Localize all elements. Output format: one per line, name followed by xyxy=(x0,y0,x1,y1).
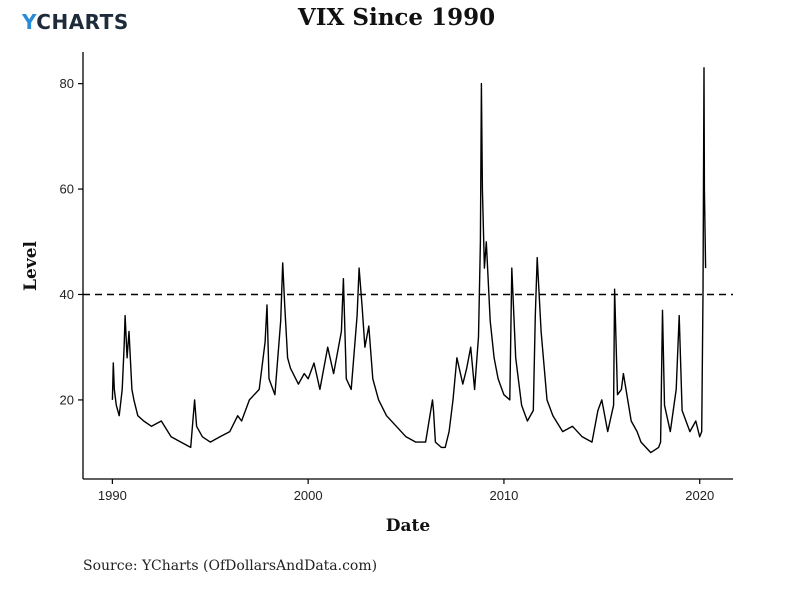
y-tick-label: 80 xyxy=(60,76,74,91)
x-axis-ticks: 1990 2000 2010 2020 xyxy=(98,479,714,503)
source-note: Source: YCharts (OfDollarsAndData.com) xyxy=(83,558,378,574)
chart-title: VIX Since 1990 xyxy=(297,4,496,31)
logo-text: CHARTS xyxy=(36,10,129,34)
x-tick-label: 2020 xyxy=(685,488,714,503)
y-tick-label: 20 xyxy=(60,392,74,407)
y-tick-label: 40 xyxy=(60,287,74,302)
x-tick-label: 1990 xyxy=(98,488,127,503)
ycharts-logo: YCHARTS xyxy=(22,10,129,34)
y-axis-label: Level xyxy=(21,240,41,290)
x-tick-label: 2010 xyxy=(489,488,518,503)
y-axis-ticks: 20 40 60 80 xyxy=(60,76,83,407)
vix-series-line xyxy=(111,67,707,454)
x-axis-label: Date xyxy=(386,516,431,536)
x-tick-label: 2000 xyxy=(294,488,323,503)
y-tick-label: 60 xyxy=(60,182,74,197)
logo-accent: Y xyxy=(22,10,37,34)
